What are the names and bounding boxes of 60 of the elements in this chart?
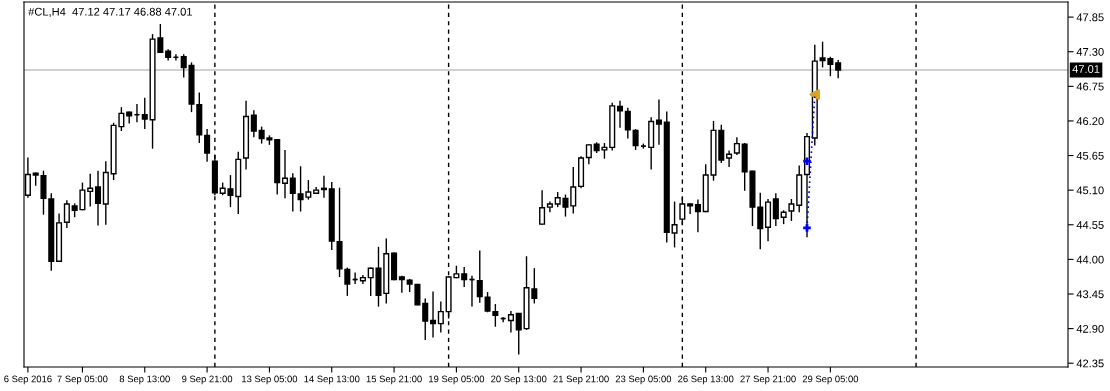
candlestick (507, 310, 514, 334)
y-tick-label: 45.10 (1076, 186, 1104, 195)
candlestick (616, 100, 624, 129)
candlestick (476, 249, 483, 304)
candlestick (133, 103, 141, 123)
candlestick (429, 290, 437, 339)
y-tick-label: 46.75 (1076, 82, 1104, 91)
x-tick-label: 8 Sep 13:00 (119, 375, 170, 385)
candlestick (422, 297, 429, 341)
candlestick (141, 96, 148, 130)
candlestick (835, 59, 842, 79)
candlestick (694, 198, 701, 234)
candlestick (726, 149, 733, 168)
y-tick-label: 47.85 (1076, 13, 1104, 22)
candlestick (632, 128, 639, 151)
x-tick-label: 15 Sep 21:00 (366, 375, 422, 385)
chart-title: #CL,H4 47.12 47.17 46.88 47.01 (28, 7, 192, 17)
y-tick-label: 46.20 (1076, 117, 1104, 126)
x-tick-label: 19 Sep 05:00 (429, 375, 485, 385)
candlestick (437, 300, 444, 334)
candlestick (398, 275, 405, 294)
candlestick (94, 169, 102, 227)
x-tick-label: 6 Sep 2016 (4, 375, 52, 385)
candlestick (772, 192, 779, 227)
x-tick-label: 9 Sep 21:00 (182, 375, 233, 385)
candlestick (757, 191, 764, 251)
y-tick-label: 43.45 (1076, 290, 1104, 299)
candlestick (352, 271, 359, 285)
candlestick (687, 202, 694, 215)
candlestick (655, 98, 663, 146)
x-tick-label: 13 Sep 05:00 (242, 375, 298, 385)
x-tick-label: 14 Sep 13:00 (304, 375, 360, 385)
x-tick-label: 27 Sep 21:00 (740, 375, 796, 385)
y-tick-label: 45.65 (1076, 151, 1104, 160)
y-tick-label: 44.55 (1076, 221, 1104, 229)
ref-line-label: 47.01 (1072, 65, 1100, 73)
x-tick-label: 29 Sep 05:00 (802, 375, 859, 385)
y-tick-label: 42.35 (1076, 359, 1104, 368)
y-tick-label: 42.90 (1076, 324, 1104, 333)
candlestick (172, 53, 179, 62)
candlestick (468, 275, 476, 308)
candlestick (539, 189, 546, 226)
x-tick-label: 26 Sep 13:00 (678, 375, 734, 385)
candlestick (671, 200, 678, 249)
candlestick (289, 172, 296, 213)
candlestick (87, 173, 94, 208)
y-tick-label: 44.00 (1076, 255, 1104, 264)
candlestick (461, 266, 468, 288)
candlestick (250, 109, 257, 138)
x-tick-label: 21 Sep 21:00 (553, 375, 609, 385)
candlestick (500, 316, 507, 324)
candlestick (63, 199, 70, 229)
candlestick (585, 143, 592, 166)
candlestick (281, 149, 289, 200)
candlestick (624, 107, 631, 140)
y-tick-label: 47.30 (1076, 47, 1104, 56)
x-tick-label: 23 Sep 05:00 (615, 375, 672, 385)
x-tick-label: 7 Sep 05:00 (57, 375, 108, 385)
candlestick (204, 128, 211, 163)
x-tick-label: 20 Sep 13:00 (491, 375, 547, 385)
